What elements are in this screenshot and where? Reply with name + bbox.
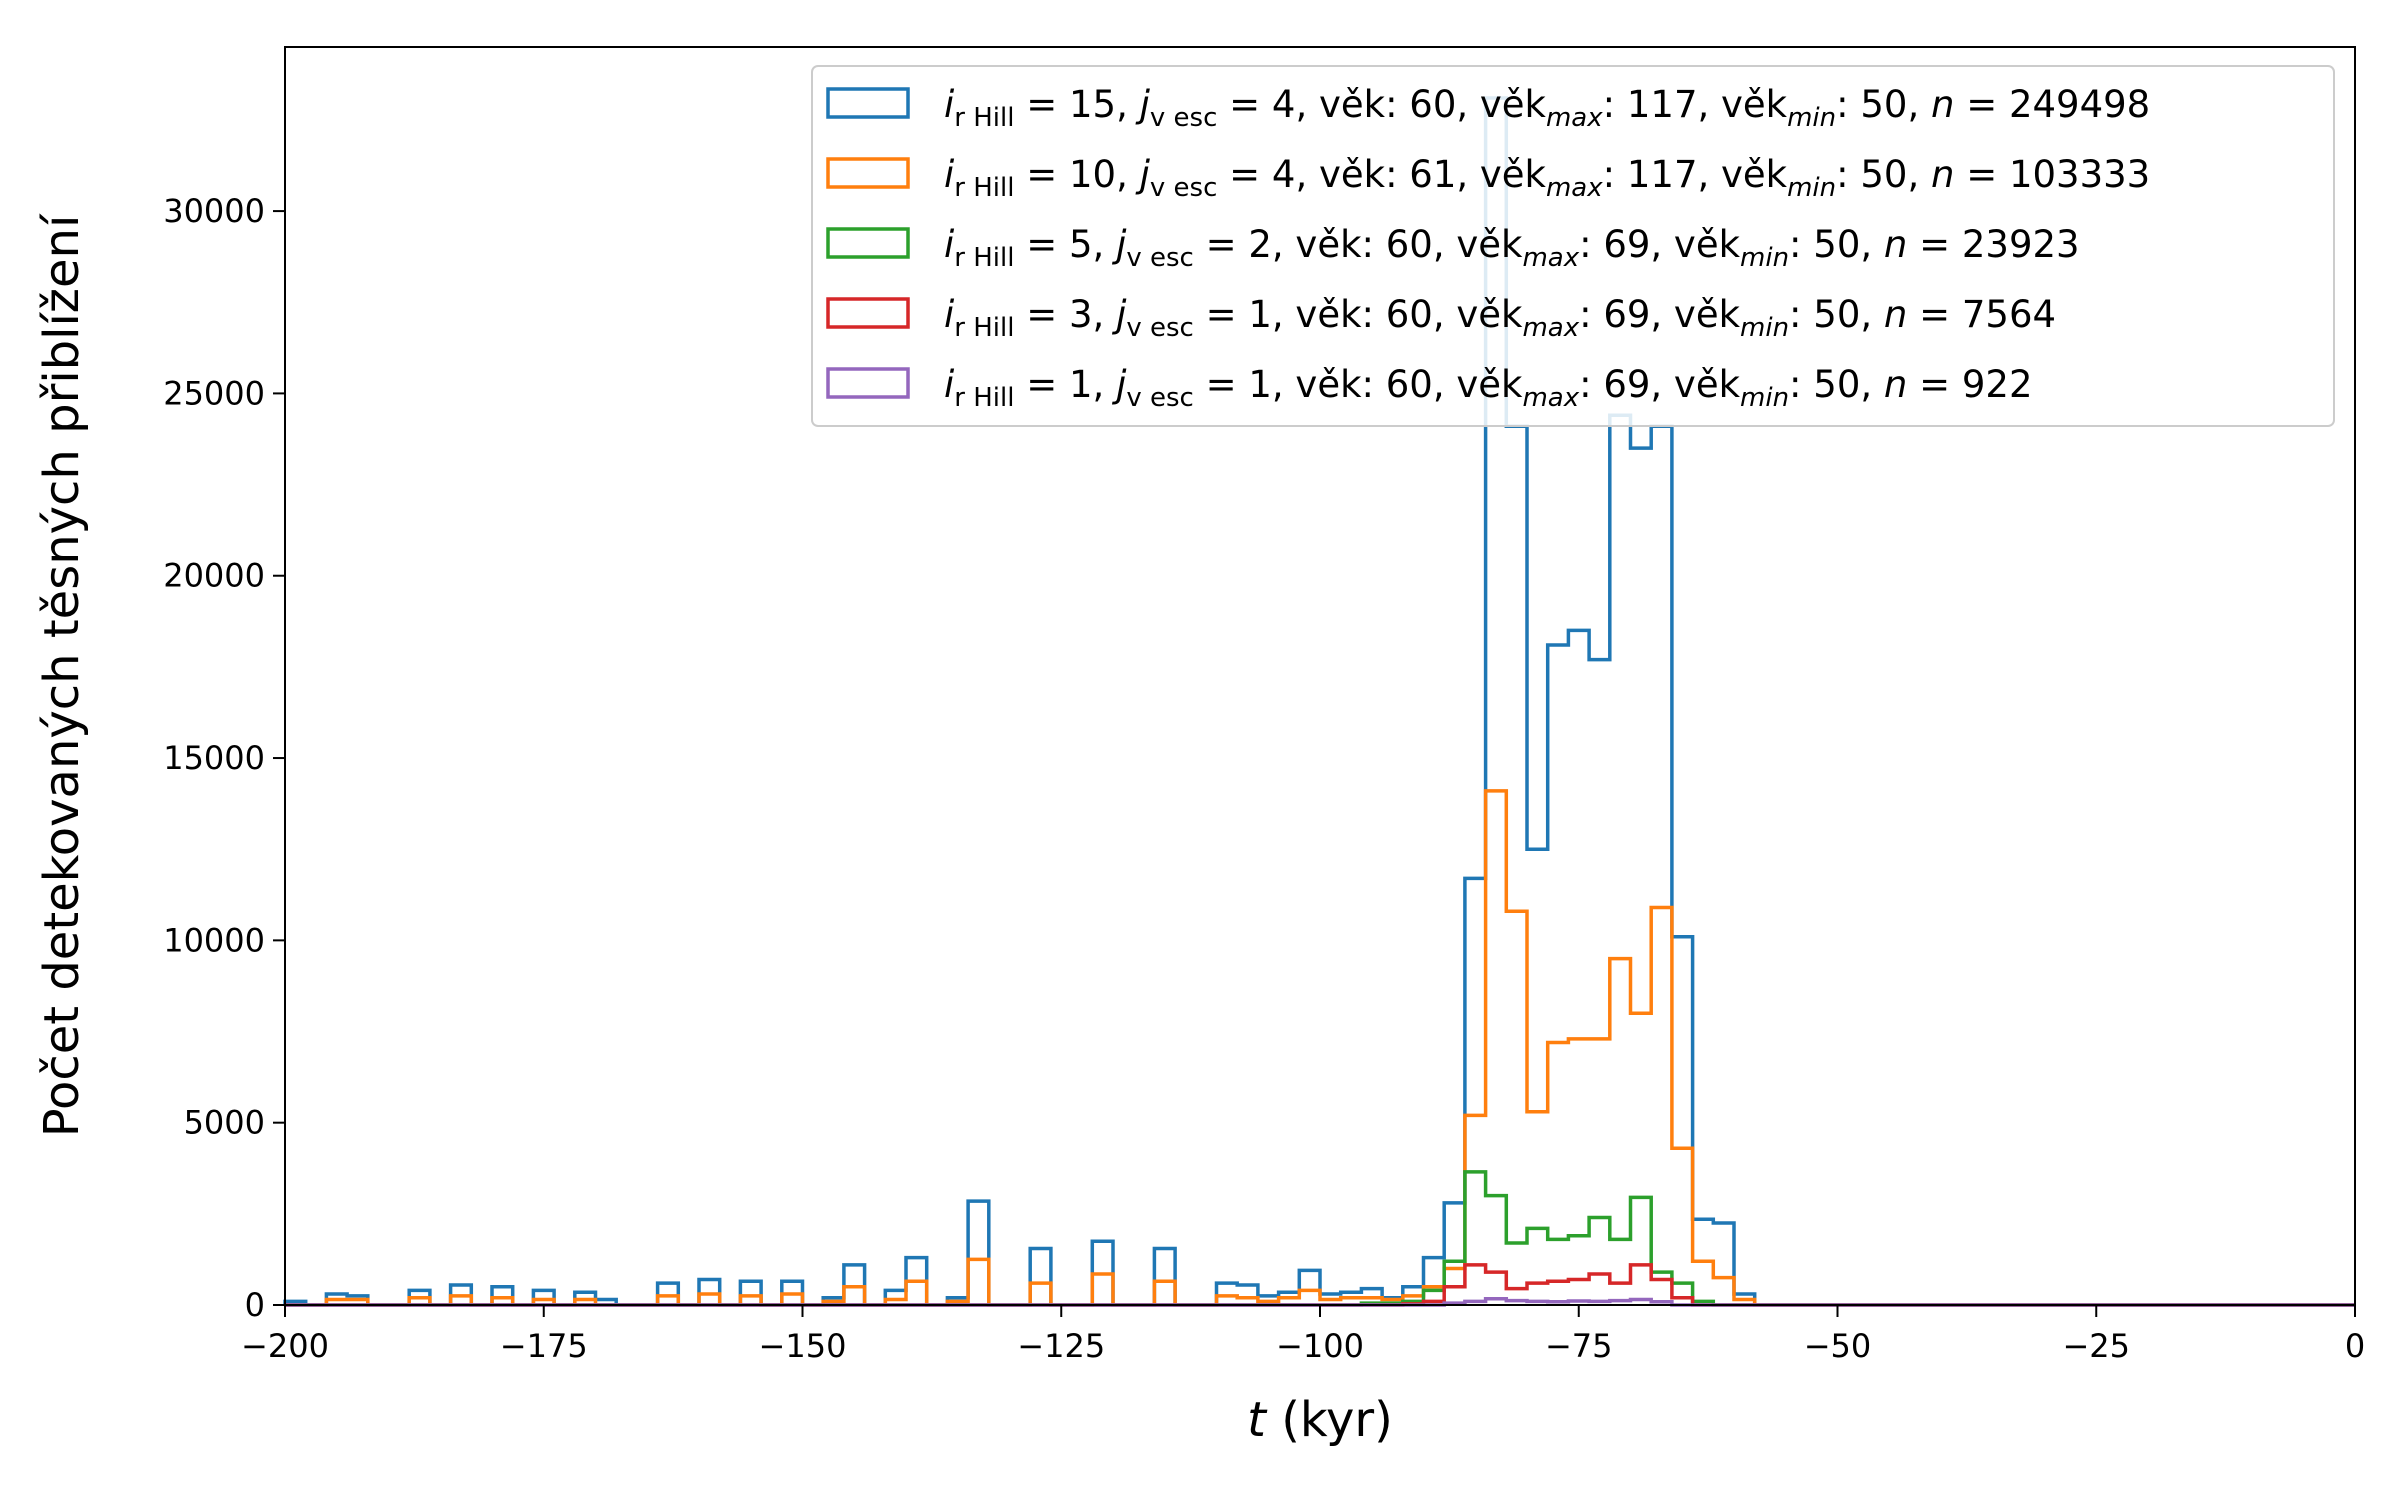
legend-text-part: = 3,	[1014, 293, 1116, 336]
legend-text-part: n	[1884, 293, 1907, 336]
x-axis-unit: (kyr)	[1266, 1392, 1393, 1448]
x-axis-label: t (kyr)	[1247, 1392, 1393, 1448]
legend-swatch	[826, 157, 910, 189]
legend-box	[811, 65, 2335, 427]
legend-entry-1: ir Hill = 15, jv esc = 4, věk: 60, věkma…	[944, 83, 2150, 133]
legend-text-part: r Hill	[954, 313, 1014, 343]
legend-entry-3: ir Hill = 5, jv esc = 2, věk: 60, věkmax…	[944, 223, 2080, 273]
legend-text-part: = 4, věk: 60, věk	[1217, 83, 1546, 126]
y-tick-label: 0	[245, 1286, 265, 1324]
x-tick-label: 0	[2345, 1327, 2365, 1365]
legend-text-part: i	[944, 223, 955, 266]
legend-text-part: : 117, věk	[1603, 83, 1788, 126]
y-tick-label: 30000	[163, 192, 265, 230]
legend-text-part: min	[1787, 103, 1836, 133]
legend-text-part: = 7564	[1907, 293, 2056, 336]
legend-text-part: min	[1740, 313, 1789, 343]
legend-text-part: : 50,	[1836, 153, 1931, 196]
legend-text-part: = 249498	[1954, 83, 2150, 126]
legend-text-part: = 15,	[1014, 83, 1139, 126]
x-tick-label: −200	[241, 1327, 329, 1365]
x-tick-label: −175	[500, 1327, 588, 1365]
x-tick-label: −150	[759, 1327, 847, 1365]
legend-text-part: = 1,	[1014, 363, 1116, 406]
legend-text-part: min	[1740, 243, 1789, 273]
legend-text-part: v esc	[1126, 243, 1194, 273]
legend-text-part: min	[1740, 383, 1789, 413]
legend-text-part: : 50,	[1789, 363, 1884, 406]
legend-text-part: r Hill	[954, 383, 1014, 413]
legend-text-part: v esc	[1150, 103, 1218, 133]
legend-entry-5: ir Hill = 1, jv esc = 1, věk: 60, věkmax…	[944, 363, 2033, 413]
legend-swatch	[826, 87, 910, 119]
legend-text-part: i	[944, 363, 955, 406]
legend-text-part: max	[1522, 243, 1579, 273]
x-axis-variable: t	[1247, 1392, 1268, 1448]
legend-text-part: i	[944, 293, 955, 336]
x-tick-label: −100	[1276, 1327, 1364, 1365]
legend-text-part: r Hill	[954, 103, 1014, 133]
legend-text-part: = 2, věk: 60, věk	[1194, 223, 1523, 266]
legend-text-part: = 922	[1907, 363, 2032, 406]
legend-text-part: max	[1522, 313, 1579, 343]
y-tick-label: 15000	[163, 739, 265, 777]
x-axis: −200 −175 −150 −125 −100 −75 −50 −25 0	[241, 1305, 2365, 1365]
legend-text-part: i	[944, 83, 955, 126]
legend-text-part: v esc	[1126, 313, 1194, 343]
legend-text-part: max	[1546, 173, 1603, 203]
legend-text-part: : 69, věk	[1579, 293, 1740, 336]
legend-text-part: max	[1522, 383, 1579, 413]
x-tick-label: −50	[1804, 1327, 1872, 1365]
y-tick-label: 20000	[163, 557, 265, 595]
legend-text-part: i	[944, 153, 955, 196]
y-axis-label: Počet detekovaných těsných přiblížení	[34, 213, 90, 1137]
legend-text-part: = 5,	[1014, 223, 1116, 266]
legend-swatch	[826, 367, 910, 399]
legend-text-part: max	[1546, 103, 1603, 133]
legend-text-part: r Hill	[954, 173, 1014, 203]
legend-text-part: n	[1931, 153, 1954, 196]
legend-text-part: : 50,	[1836, 83, 1931, 126]
legend-text-part: : 50,	[1789, 223, 1884, 266]
legend-text-part: = 4, věk: 61, věk	[1217, 153, 1546, 196]
legend-text-part: min	[1787, 173, 1836, 203]
x-tick-label: −125	[1017, 1327, 1105, 1365]
legend-text-part: v esc	[1150, 173, 1218, 203]
legend-text-part: : 50,	[1789, 293, 1884, 336]
legend-entry-4: ir Hill = 3, jv esc = 1, věk: 60, věkmax…	[944, 293, 2056, 343]
legend-entry-2: ir Hill = 10, jv esc = 4, věk: 61, věkma…	[944, 153, 2150, 203]
legend-text-part: r Hill	[954, 243, 1014, 273]
legend-swatch	[826, 227, 910, 259]
legend-text-part: n	[1931, 83, 1954, 126]
y-tick-label: 10000	[163, 921, 265, 959]
legend-text-part: = 10,	[1014, 153, 1139, 196]
legend-text-part: v esc	[1126, 383, 1194, 413]
legend-text-part: : 69, věk	[1579, 223, 1740, 266]
y-tick-label: 5000	[184, 1104, 265, 1142]
legend-swatch	[826, 297, 910, 329]
legend-text-part: n	[1884, 363, 1907, 406]
x-tick-label: −75	[1545, 1327, 1613, 1365]
legend: ir Hill = 15, jv esc = 4, věk: 60, věkma…	[811, 65, 2335, 427]
y-axis: 0 5000 10000 15000 20000 25000 30000	[163, 192, 285, 1324]
y-tick-label: 25000	[163, 374, 265, 412]
legend-text-part: = 1, věk: 60, věk	[1194, 363, 1523, 406]
legend-text-part: : 117, věk	[1603, 153, 1788, 196]
legend-text-part: = 1, věk: 60, věk	[1194, 293, 1523, 336]
legend-text-part: n	[1884, 223, 1907, 266]
legend-text-part: = 23923	[1907, 223, 2079, 266]
legend-text-part: = 103333	[1954, 153, 2150, 196]
x-tick-label: −25	[2062, 1327, 2130, 1365]
legend-text-part: : 69, věk	[1579, 363, 1740, 406]
